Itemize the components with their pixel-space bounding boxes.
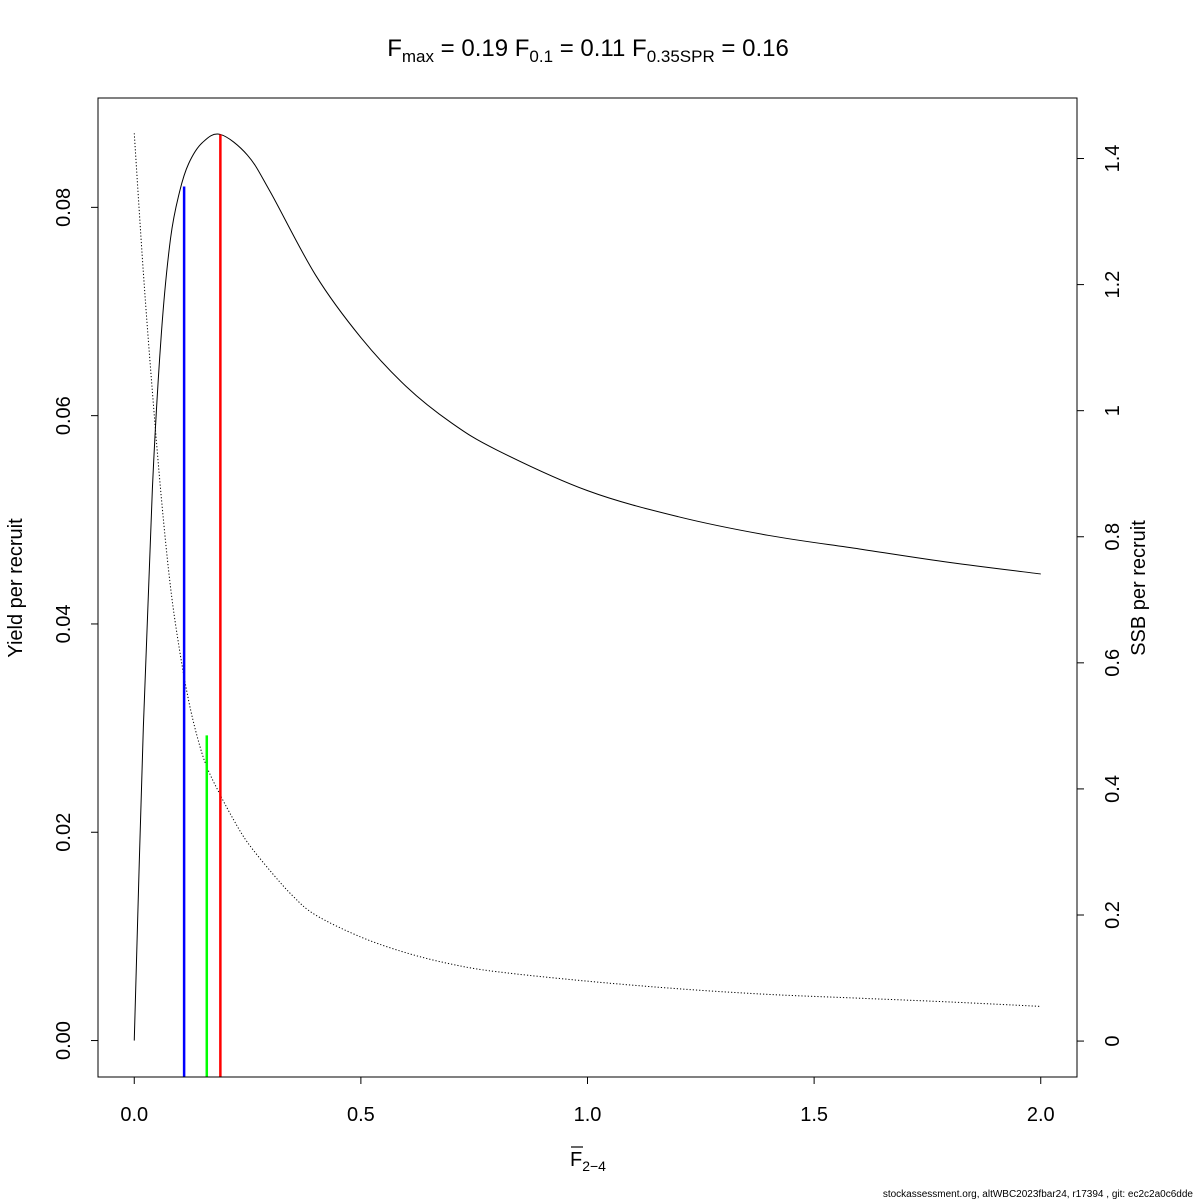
x-axis-title-sym: F — [570, 1149, 582, 1171]
y-axis-right-title: SSB per recruit — [1128, 520, 1150, 656]
x-tick-label: 1.0 — [574, 1104, 602, 1126]
x-axis: 0.0 0.5 1.0 1.5 2.0 — [120, 1076, 1055, 1126]
svg-text:F2−4: F2−4 — [570, 1149, 606, 1174]
title-fmax-sub: max — [402, 47, 435, 66]
y-left-tick-label: 0.04 — [53, 604, 75, 643]
y-right-tick-label: 1 — [1102, 405, 1124, 416]
title-f01-sym: F — [515, 35, 530, 62]
x-tick-label: 1.5 — [800, 1104, 828, 1126]
y-right-tick-label: 1.4 — [1102, 145, 1124, 173]
yield-per-recruit-line — [133, 133, 1041, 1041]
series-layer — [133, 133, 1041, 1041]
y-left-tick-label: 0.06 — [53, 396, 75, 435]
chart-title: Fmax = 0.19 F0.1 = 0.11 F0.35SPR = 0.16 — [387, 35, 789, 66]
title-f01-sub: 0.1 — [529, 47, 553, 66]
y-right-tick-label: 0.8 — [1102, 523, 1124, 551]
y-axis-left-title: Yield per recruit — [5, 518, 27, 658]
title-f035-sub: 0.35SPR — [647, 47, 715, 66]
x-axis-title-sub: 2−4 — [582, 1158, 606, 1174]
footer-text: stockassessment.org, altWBC2023fbar24, r… — [883, 1189, 1194, 1200]
x-axis-title: F2−4 — [570, 1146, 606, 1174]
y-left-tick-label: 0.02 — [53, 813, 75, 852]
title-f035-sym: F — [632, 35, 647, 62]
y-right-tick-label: 0.2 — [1102, 901, 1124, 929]
y-left-tick-label: 0.00 — [53, 1021, 75, 1060]
x-tick-label: 0.5 — [347, 1104, 375, 1126]
x-tick-label: 2.0 — [1027, 1104, 1055, 1126]
y-axis-right: 0 0.2 0.4 0.6 0.8 1 1.2 1.4 — [1076, 145, 1124, 1047]
x-tick-label: 0.0 — [120, 1104, 148, 1126]
ssb-per-recruit-line — [133, 133, 1041, 1007]
y-right-tick-label: 0.4 — [1102, 775, 1124, 803]
reference-lines — [182, 134, 222, 1077]
y-right-tick-label: 0.6 — [1102, 649, 1124, 677]
title-f01-value: 0.11 — [580, 35, 625, 62]
title-f035-value: 0.16 — [742, 35, 789, 62]
y-right-tick-label: 0 — [1102, 1036, 1124, 1047]
title-fmax-value: 0.19 — [461, 35, 508, 62]
y-left-tick-label: 0.08 — [53, 188, 75, 227]
plot-frame — [97, 97, 1078, 1078]
y-axis-left: 0.00 0.02 0.04 0.06 0.08 — [53, 188, 99, 1060]
y-right-tick-label: 1.2 — [1102, 271, 1124, 299]
title-fmax-sym: F — [387, 35, 402, 62]
